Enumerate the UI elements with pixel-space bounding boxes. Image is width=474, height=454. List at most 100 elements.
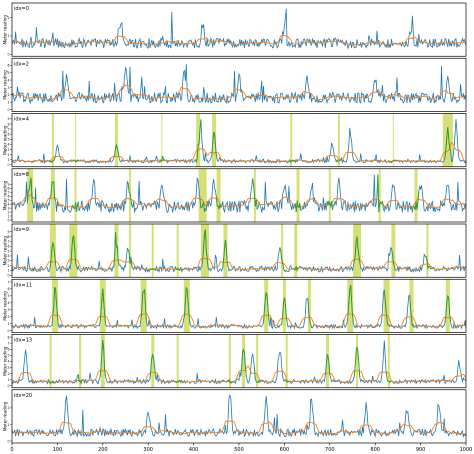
y-tick-label: 5 (7, 71, 9, 75)
y-axis-label: Meter reading (3, 291, 8, 321)
anomaly-band (196, 113, 201, 167)
x-tick-label: 900 (416, 447, 426, 453)
anomaly-band (51, 113, 54, 167)
series-anomaly (199, 198, 206, 212)
panel-frame (11, 2, 467, 57)
y-tick-label: 5 (7, 249, 9, 253)
series-raw (11, 394, 467, 438)
panel-frame (11, 278, 467, 333)
y-tick-label: 2 (7, 210, 9, 214)
series-smoothed (11, 35, 467, 46)
anomaly-band (290, 113, 293, 167)
y-tick-label: 5 (7, 294, 9, 298)
anomaly-band (264, 279, 269, 333)
series-anomaly (72, 201, 79, 213)
panel-label: idx=8 (14, 172, 29, 178)
series-anomaly (49, 242, 57, 268)
anomaly-band (337, 113, 340, 167)
series-anomaly (149, 268, 156, 271)
series-anomaly (52, 286, 59, 325)
anomaly-band (176, 334, 179, 388)
x-tick-label: 500 (234, 447, 244, 453)
anomaly-band (176, 224, 179, 278)
series-anomaly (47, 379, 55, 385)
y-tick-label: 6 (7, 287, 9, 291)
series-anomaly (281, 297, 288, 325)
y-tick-label: 4 (7, 143, 9, 147)
y-tick-label: 9 (7, 183, 9, 187)
y-tick-label: 7 (7, 240, 9, 244)
anomaly-band (256, 334, 259, 388)
anomaly-band (391, 224, 396, 278)
anomaly-band (183, 279, 190, 333)
anomaly-band (378, 168, 381, 222)
anomaly-band (200, 224, 209, 278)
y-tick-label: 0 (7, 163, 9, 167)
y-tick-label: 1 (7, 158, 9, 162)
y-tick-label: 7 (7, 342, 9, 346)
series-anomaly (263, 292, 270, 323)
x-tick-label: 0 (10, 447, 13, 453)
series-anomaly (202, 229, 209, 269)
panel-idx-13: idx=13 0 1 2 3 4 5 6 7 8 Meter reading (3, 334, 467, 389)
panel-label: idx=4 (14, 117, 29, 123)
y-tick-label: 1 (7, 100, 9, 104)
panel-label: idx=11 (14, 282, 32, 288)
series-smoothed (11, 420, 466, 435)
y-tick-label: 1 (7, 269, 9, 273)
y-axis: 0 1 2 3 4 5 6 7 (7, 280, 12, 333)
y-tick-label: 2 (7, 16, 9, 20)
series-anomaly (194, 119, 202, 164)
series-anomaly (49, 155, 57, 164)
series-smoothed (11, 257, 467, 271)
anomaly-band (353, 224, 362, 278)
y-tick-label: 3 (7, 259, 9, 263)
panel-frame (11, 168, 467, 223)
panel-label: idx=9 (14, 227, 29, 233)
series-anomaly (240, 348, 247, 377)
anomaly-band (228, 334, 231, 388)
series-anomaly (326, 200, 333, 211)
x-tick-label: 200 (98, 447, 108, 453)
y-tick-label: 3 (7, 366, 9, 370)
series-anomaly (444, 126, 452, 157)
y-tick-label: 4 (7, 301, 9, 305)
anomaly-band (99, 279, 106, 333)
y-tick-label: 8 (7, 187, 9, 191)
series-anomaly (99, 288, 106, 324)
y-tick-label: 8 (7, 335, 9, 339)
y-tick-label: 4 (7, 254, 9, 258)
series-anomaly (113, 232, 120, 268)
y-axis-label: Meter reading (3, 125, 8, 155)
series-anomaly (140, 288, 147, 322)
anomaly-band (414, 168, 418, 222)
y-tick-label: 2 (7, 372, 9, 376)
anomaly-band (426, 224, 429, 278)
series-anomaly (99, 340, 106, 378)
anomaly-band (326, 334, 330, 388)
y-tick-label: 4 (7, 360, 9, 364)
series-anomaly (215, 196, 222, 210)
anomaly-band (151, 224, 154, 278)
panel-idx-11: idx=11 0 1 2 3 4 5 6 7 Meter reading (3, 278, 467, 333)
panel-frame (11, 57, 467, 112)
anomaly-band (75, 113, 77, 167)
series-anomaly (175, 379, 182, 384)
series-anomaly (279, 247, 286, 272)
anomaly-band (50, 168, 55, 222)
anomaly-band (216, 168, 221, 222)
anomaly-band (392, 113, 394, 167)
series-anomaly (49, 181, 56, 201)
y-tick-label: 1 (7, 322, 9, 326)
series-smoothed (11, 84, 467, 101)
series-anomaly (390, 159, 397, 164)
series-anomaly (222, 239, 229, 268)
x-axis: 0 100 200 300 400 500 600 700 800 900 1000 (10, 443, 472, 453)
series-anomaly (126, 248, 134, 269)
y-tick-label: 0 (7, 439, 9, 443)
series-raw (11, 174, 467, 214)
